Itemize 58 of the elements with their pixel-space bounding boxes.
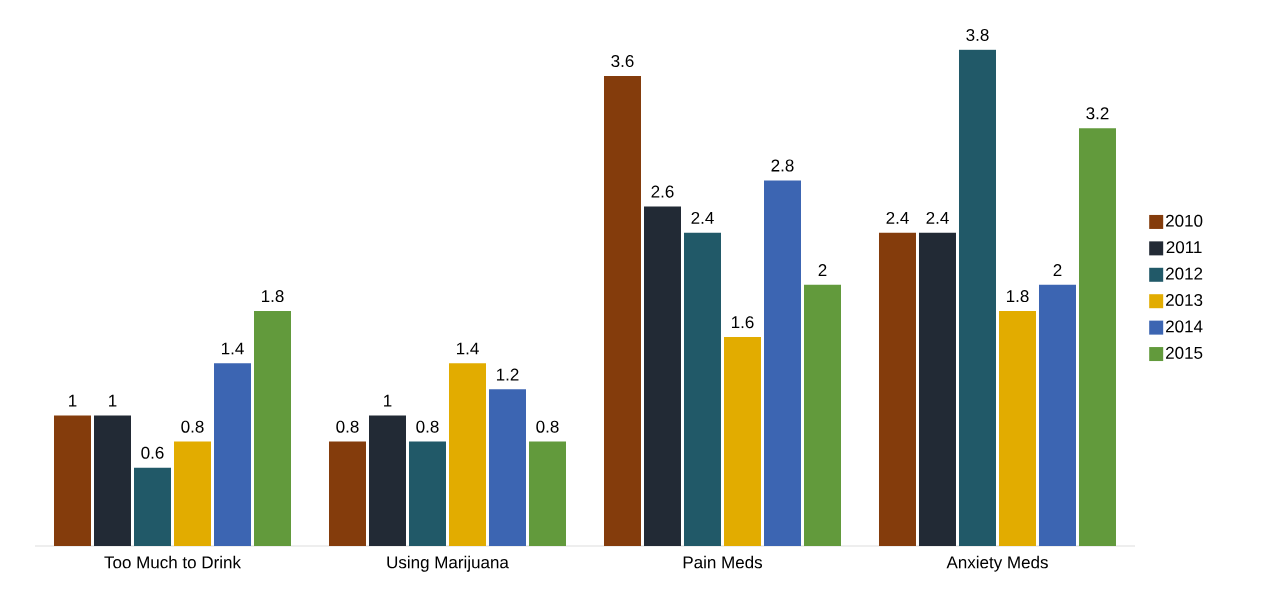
data-label: 0.8 (181, 420, 204, 433)
bar (958, 49, 996, 546)
bar (134, 467, 171, 546)
bar (329, 441, 366, 546)
x-tick-label: Anxiety Meds (946, 555, 1048, 572)
data-label: 0.6 (141, 446, 164, 459)
data-label: 1 (384, 394, 392, 407)
data-label: 2.8 (771, 159, 794, 172)
data-label: 3.8 (966, 28, 989, 41)
x-tick-label: Too Much to Drink (104, 555, 241, 569)
data-label: 0.8 (416, 420, 439, 433)
legend-label: 2011 (1166, 241, 1202, 254)
data-label: 1 (109, 394, 117, 407)
data-label: 3.6 (611, 55, 634, 68)
data-label: 2 (818, 264, 827, 276)
bar (804, 284, 841, 546)
bar (1039, 284, 1076, 546)
data-label: 2.6 (651, 185, 674, 198)
bar (54, 415, 91, 546)
bar (254, 310, 291, 546)
bar (409, 441, 446, 546)
data-label: 1.8 (261, 290, 284, 303)
bar (369, 415, 406, 546)
bar (214, 363, 251, 546)
data-label: 1.2 (496, 368, 519, 381)
data-label: 1.6 (731, 316, 754, 329)
data-label: 1.8 (1006, 290, 1029, 303)
bar (878, 232, 916, 546)
legend-label: 2014 (1166, 320, 1203, 333)
data-label: 2.4 (691, 211, 714, 224)
bar (489, 389, 526, 546)
bar (174, 441, 211, 546)
legend-label: 2013 (1166, 293, 1203, 307)
legend-label: 2015 (1166, 346, 1203, 359)
data-label: 2.4 (926, 211, 949, 224)
x-tick-label: Using Marijuana (387, 555, 509, 572)
bar (764, 180, 801, 546)
bar (644, 206, 681, 546)
data-label: 1.4 (221, 342, 244, 355)
bar (999, 310, 1036, 546)
data-label: 1.4 (456, 342, 479, 355)
data-label: 3.2 (1086, 107, 1109, 120)
data-label: 0.8 (536, 420, 559, 433)
data-label: 1 (69, 394, 77, 407)
bar (684, 232, 721, 546)
x-tick-label: Pain Meds (683, 555, 763, 569)
bar (1079, 128, 1116, 546)
legend-label: 2012 (1166, 267, 1203, 280)
bar (529, 441, 566, 546)
bar (94, 415, 131, 546)
bar (604, 75, 641, 546)
data-label: 2.4 (886, 211, 909, 224)
data-label: 0.8 (336, 420, 359, 433)
bar (918, 232, 956, 546)
bar (724, 337, 761, 546)
legend-label: 2010 (1166, 214, 1203, 227)
bar (449, 363, 486, 546)
data-label: 2 (1053, 264, 1062, 276)
